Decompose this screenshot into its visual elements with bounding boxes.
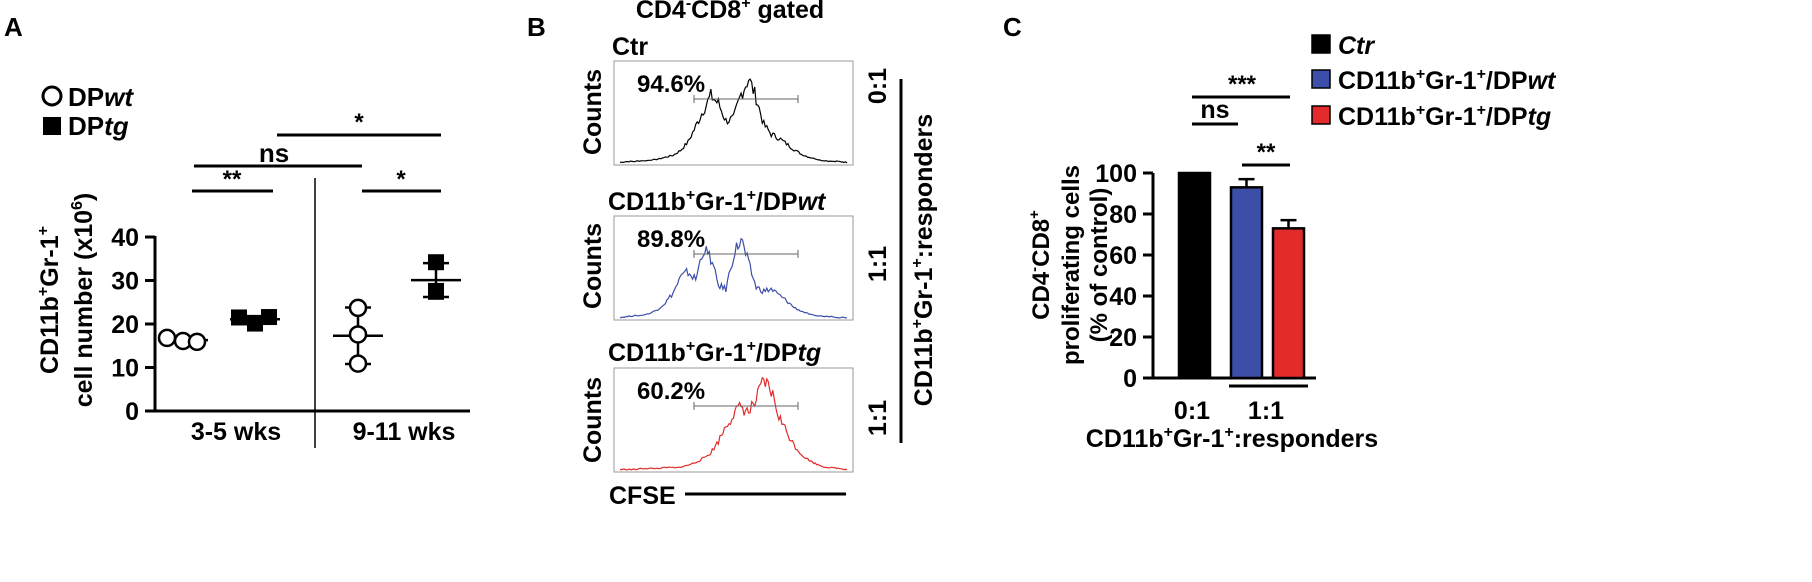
panel-c-ylabel: CD4-CD8+ proliferating cells (% of contr… [1026, 165, 1113, 365]
sig-double-star-c: ** [1257, 139, 1276, 166]
panel-a-points [157, 254, 461, 373]
histogram-trace-2 [619, 376, 848, 471]
a-ytick-label-10: 10 [111, 355, 139, 383]
a-xgroup-label-0: 3-5 wks [191, 418, 281, 446]
panel-a-axes: 0 10 20 30 40 3-5 wks 9-11 wks [111, 178, 470, 448]
legend-ctr-swatch [1311, 34, 1331, 54]
sig-star-9-11-vs-3-5: * [354, 109, 364, 136]
c-ytick-label-100: 100 [1095, 160, 1137, 188]
panel-c-significance: *** ns ** [1192, 71, 1290, 167]
legend-ctr-label: Ctr [1338, 32, 1375, 60]
panel-c-bars [1177, 171, 1306, 380]
panel-b-title: CD4-CD8+ gated [636, 0, 824, 24]
hist-ylabel-3: Counts [579, 377, 607, 463]
gate-percent-ctr: 94.6% [637, 71, 705, 98]
c-ylabel-line2: proliferating cells [1058, 165, 1085, 365]
c-xtick-0-1: 0:1 [1174, 397, 1210, 425]
legend-dpwt-label: DPwt [68, 82, 134, 112]
ratio-dptg: 1:1 [864, 400, 892, 436]
a-ytick-label-20: 20 [111, 311, 139, 339]
a-1-0-point-2 [348, 354, 368, 373]
panel-a-ylabel: CD11b+Gr-1+ cell number (x106) [35, 193, 98, 408]
legend-dptg-label: DPtg [68, 111, 129, 141]
c-ytick-label-0: 0 [1123, 365, 1137, 393]
c-ylabel-line1: CD4-CD8+ [1026, 210, 1055, 320]
panel-c-axes: 0 20 40 60 80 100 [1095, 160, 1316, 393]
panel-a-significance: * ns ** * [192, 109, 441, 193]
hist-frame-dpwt [613, 215, 854, 321]
c-xlabel: CD11b+Gr-1+:responders [1086, 424, 1378, 453]
legend-dpwt-swatch [1311, 69, 1331, 89]
a-0-0-point-0 [157, 328, 177, 348]
a-0-1-point-0 [231, 309, 247, 326]
cfse-label: CFSE [609, 482, 676, 510]
histogram-trace-1 [619, 237, 848, 319]
hist-title-ctr: Ctr [612, 33, 648, 61]
panel-b-side-label: CD11b+Gr-1+:responders [909, 114, 938, 406]
panel-a-letter: A [4, 12, 23, 42]
ylabel-line2: cell number (x106) [69, 193, 98, 408]
panel-c-legend: Ctr CD11b+Gr-1+/DPwt CD11b+Gr-1+/DPtg [1311, 32, 1557, 131]
a-1-1-point-0 [428, 254, 444, 271]
sig-ns: ns [259, 138, 289, 168]
c-ytick-label-60: 60 [1109, 242, 1137, 270]
a-ytick-label-0: 0 [125, 398, 139, 426]
panel-b-letter: B [527, 12, 546, 42]
legend-dpwt-label: CD11b+Gr-1+/DPwt [1338, 66, 1557, 95]
histogram-trace-0 [619, 78, 848, 164]
ylabel-line1: CD11b+Gr-1+ [35, 226, 64, 374]
hist-title-dpwt: CD11b+Gr-1+/DPwt [608, 187, 827, 216]
a-0-1-point-1 [247, 315, 263, 332]
gate-percent-dpwt: 89.8% [637, 226, 705, 253]
hist-ylabel-1: Counts [579, 69, 607, 155]
panel-b: B CD4-CD8+ gated Ctr CD11b+Gr-1+/DPwt CD… [527, 0, 938, 510]
panel-c: C Ctr CD11b+Gr-1+/DPwt CD11b+Gr-1+/DPtg … [1003, 12, 1557, 453]
a-0-0-point-2 [187, 332, 207, 352]
c-ytick-label-80: 80 [1109, 201, 1137, 229]
a-ytick-label-40: 40 [111, 224, 139, 252]
gate-percent-dptg: 60.2% [637, 378, 705, 405]
a-ytick-label-30: 30 [111, 268, 139, 296]
sig-triple-star: *** [1228, 71, 1257, 98]
hist-frame-ctr [613, 60, 854, 166]
panel-c-letter: C [1003, 12, 1022, 42]
sig-star-9-11: * [396, 166, 406, 193]
panel-a-legend: DPwt DPtg [41, 82, 134, 141]
a-1-0-point-0 [348, 298, 368, 318]
legend-open-circle-icon [41, 85, 63, 107]
c-ytick-label-40: 40 [1109, 283, 1137, 311]
a-xgroup-label-1: 9-11 wks [353, 418, 456, 446]
bar-0 [1177, 171, 1212, 380]
ratio-ctr: 0:1 [864, 68, 892, 104]
legend-filled-square-icon [43, 117, 61, 135]
sig-ns-c: ns [1200, 96, 1229, 124]
ratio-dpwt: 1:1 [864, 246, 892, 282]
hist-ylabel-2: Counts [579, 223, 607, 309]
legend-dptg-swatch [1311, 105, 1331, 125]
bar-1 [1229, 186, 1264, 380]
c-ytick-label-20: 20 [1109, 324, 1137, 352]
panel-a: A DPwt DPtg * ns ** * CD11b+Gr-1+ cell n… [4, 12, 470, 448]
c-ylabel-line3: (% of control) [1086, 188, 1113, 343]
hist-frame-dptg [613, 367, 854, 473]
a-1-0-point-1 [348, 325, 368, 344]
bar-2 [1271, 227, 1306, 380]
c-xtick-1-1: 1:1 [1248, 397, 1284, 425]
legend-dptg-label: CD11b+Gr-1+/DPtg [1338, 102, 1551, 131]
a-1-1-point-2 [428, 283, 444, 300]
hist-title-dptg: CD11b+Gr-1+/DPtg [608, 338, 821, 367]
sig-double-star: ** [223, 166, 242, 193]
a-0-1-point-2 [261, 309, 277, 326]
panel-b-histograms [619, 78, 848, 471]
